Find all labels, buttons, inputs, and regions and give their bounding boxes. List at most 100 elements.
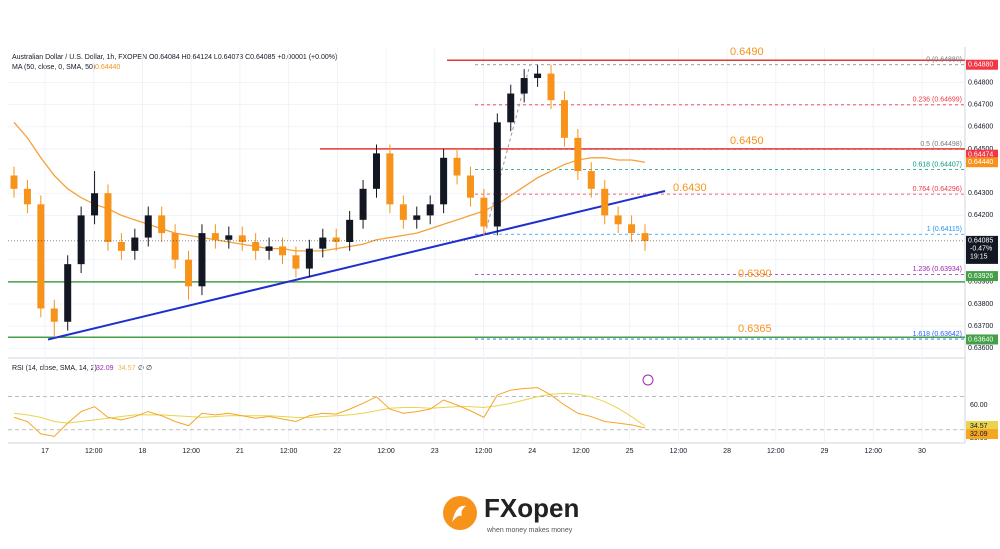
candle-body [587,171,595,189]
candle-body [91,193,99,216]
candle-body [198,233,206,287]
rsi-title: RSI (14, close, SMA, 14, 2) [12,365,97,372]
candle-body [574,137,582,172]
y-tick-label: 0.64800 [968,79,993,86]
candle-body [131,237,139,251]
y-tick-label: 0.63600 [968,345,993,352]
price-tag-label: 0.64474 [968,152,993,159]
candle-body [614,215,622,225]
candle-body [480,197,488,227]
x-tick-label: 21 [236,448,244,455]
rsi-tag-label: 32.09 [970,431,988,438]
x-tick-label: 12:00 [280,448,298,455]
level-label: 0.6450 [730,135,764,147]
candle-body [440,157,448,205]
ma-line [13,121,646,252]
logo-mark [452,505,466,522]
candle-body [252,241,260,251]
candle-body [453,157,461,176]
candle-body [413,215,421,220]
candle-body [547,73,555,101]
y-tick-label: 0.64500 [968,146,993,153]
y-tick-label: 0.64300 [968,190,993,197]
x-tick-label: 30 [918,448,926,455]
rsi-sma-line [13,392,646,427]
fib-label: 0 (0.64880) [926,57,962,64]
last-price-tag [966,235,998,264]
header-symbol: Australian Dollar / U.S. Dollar, 1h, FXO… [12,54,337,61]
x-tick-label: 12:00 [85,448,103,455]
candle-body [64,264,72,322]
level-label: 0.6365 [738,323,772,335]
price-tag [966,271,998,282]
trendline [47,190,666,341]
x-tick-label: 25 [626,448,634,455]
candle-body [507,93,515,123]
candle-body [386,153,394,205]
x-tick-label: 29 [821,448,829,455]
candle-body [399,204,407,220]
candle-body [171,233,179,260]
y-tick-label: 0.64700 [968,101,993,108]
price-tag [966,157,998,168]
y-tick-label: 0.64200 [968,212,993,219]
candle-body [319,237,327,249]
y-tick-label: 0.64600 [968,124,993,131]
rsi-tag [966,429,998,440]
candle-body [104,193,112,242]
rsi-tick-label: 60.00 [970,402,988,409]
candle-body [493,122,501,227]
price-tag [966,59,998,70]
logo: FXopen when money makes money [443,493,579,534]
candle-body [211,233,219,240]
candle-body [238,235,246,242]
candle-body [305,248,313,269]
candle-body [37,204,45,309]
x-tick-label: 12:00 [475,448,493,455]
logo-tagline: when money makes money [486,527,573,534]
candle-body [466,175,474,198]
x-tick-label: 28 [723,448,731,455]
fib-label: 0.618 (0.64407) [913,161,962,168]
price-tag-label: 0.63926 [968,273,993,280]
candle-body [372,153,380,189]
price-tag-label: 0.63640 [968,336,993,343]
price-tag-label: 0.64880 [968,62,993,69]
x-tick-label: 18 [139,448,147,455]
fib-label: 1.236 (0.63934) [913,266,962,273]
candle-body [601,188,609,216]
fib-label: 0.5 (0.64498) [920,141,962,148]
fib-label: 1.618 (0.63642) [913,331,962,338]
candle-body [641,233,649,241]
candle-body [359,188,367,220]
x-tick-label: 12:00 [182,448,200,455]
rsi-line [13,387,646,437]
level-label: 0.6390 [738,268,772,280]
price-tag [966,334,998,345]
price-tag [966,149,998,160]
candle-body [426,204,434,216]
header-ma-value: 0.64440 [95,64,120,71]
header-ma: MA (50, close, 0, SMA, 50) [12,64,95,71]
candle-body [50,308,58,322]
logo-name: FXopen [484,493,579,523]
rsi-sma-tag-label: 34.57 [970,423,988,430]
fib-label: 0.764 (0.64296) [913,186,962,193]
fib-label: 1 (0.64115) [927,226,962,233]
x-tick-label: 24 [528,448,536,455]
candle-body [332,237,340,242]
candle-body [292,255,300,269]
candle-body [534,73,542,79]
level-label: 0.6490 [730,46,764,58]
rsi-value: 32.09 [96,365,114,372]
plot [8,47,965,443]
x-tick-label: 12:00 [767,448,785,455]
y-tick-label: 0.63900 [968,279,993,286]
candle-body [185,259,193,287]
rsi-sma-value: 34.57 [118,365,136,372]
last-price-label: 0.64085 [968,238,993,245]
y-tick-label: 0.63800 [968,301,993,308]
last-change-label: -0.47% [970,246,992,253]
candle-body [628,224,636,234]
